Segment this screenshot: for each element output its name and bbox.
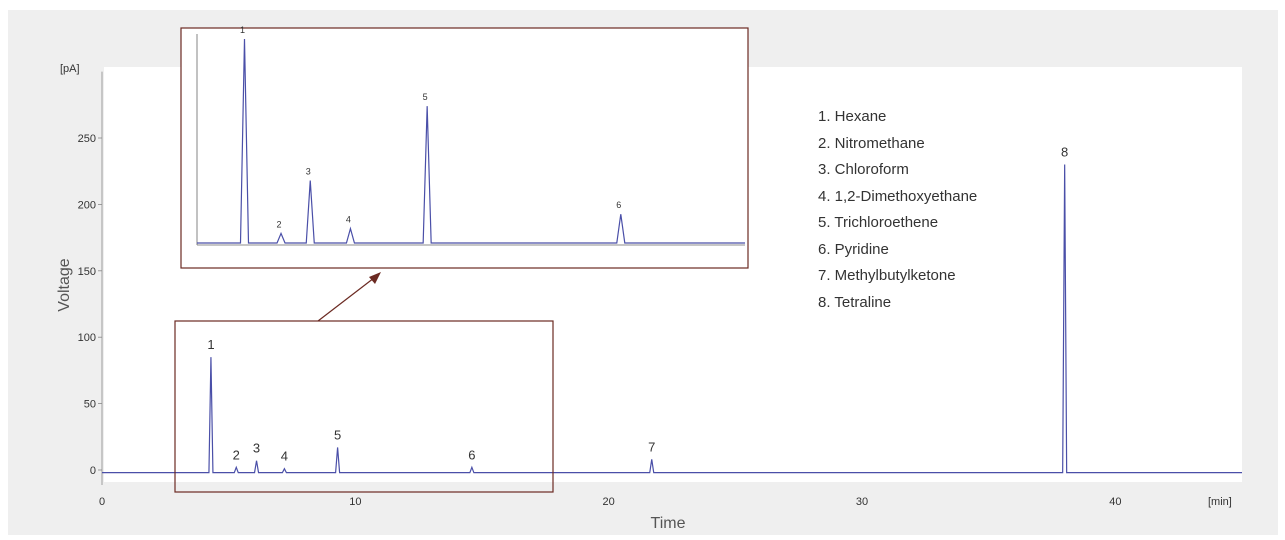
- inset-peak-label: 1: [240, 25, 245, 35]
- peak-label: 6: [468, 447, 475, 462]
- x-tick-label: 40: [1109, 496, 1121, 508]
- inset-peak-label: 3: [306, 167, 311, 177]
- zoom-arrow-head: [369, 272, 381, 284]
- peak-label: 3: [253, 441, 260, 456]
- inset-peak-label: 5: [423, 92, 428, 102]
- x-unit-label: [min]: [1208, 496, 1232, 508]
- peak-label: 1: [207, 337, 214, 352]
- y-tick-label: 150: [78, 266, 96, 278]
- peak-label: 4: [281, 449, 288, 464]
- peak-label: 5: [334, 427, 341, 442]
- inset-peak-label: 2: [277, 219, 282, 229]
- x-tick-label: 30: [856, 496, 868, 508]
- y-tick-label: 100: [78, 332, 96, 344]
- legend-entry: 6. Pyridine: [818, 240, 889, 258]
- legend-entry: 5. Trichloroethene: [818, 214, 939, 231]
- y-tick-label: 200: [78, 199, 96, 211]
- x-axis: 0 10 20 30 40: [99, 496, 1122, 508]
- x-tick-label: 10: [349, 496, 361, 508]
- inset-chromatogram-line: [197, 38, 745, 244]
- peak-label: 7: [648, 439, 655, 454]
- inset-peak-label: 6: [616, 200, 621, 210]
- y-tick-label: 50: [84, 399, 96, 411]
- y-axis: 0 50 100 150 200 250: [78, 71, 103, 485]
- legend-entry: 7. Methylbutylketone: [818, 267, 956, 284]
- x-tick-label: 20: [603, 496, 615, 508]
- inset-chart: [180, 27, 749, 269]
- inset-peak-label: 4: [346, 215, 351, 225]
- x-tick-label: 0: [99, 496, 105, 508]
- peak-label: 2: [233, 447, 240, 462]
- peak-label: 8: [1061, 145, 1068, 160]
- chromatogram-line: [102, 164, 1242, 474]
- legend-entry: 2. Nitromethane: [818, 134, 925, 152]
- legend-entry: 4. 1,2-Dimethoxyethane: [818, 187, 978, 205]
- y-tick-label: 250: [78, 133, 96, 145]
- legend-entry: 3. Chloroform: [818, 161, 909, 178]
- y-unit-label: [pA]: [60, 63, 80, 75]
- zoom-arrow: [317, 277, 375, 322]
- legend-entry: 8. Tetraline: [818, 293, 892, 311]
- legend-entry: 1. Hexane: [818, 108, 887, 125]
- y-axis-title: Voltage: [56, 258, 73, 311]
- inset-peak-labels: 1 2 3 4 5 6: [240, 25, 621, 229]
- y-tick-label: 0: [90, 465, 96, 477]
- zoom-region-box: [174, 320, 554, 493]
- x-axis-title: Time: [651, 515, 686, 532]
- legend: 1. Hexane 2. Nitromethane 3. Chloroform 4. …: [818, 104, 977, 316]
